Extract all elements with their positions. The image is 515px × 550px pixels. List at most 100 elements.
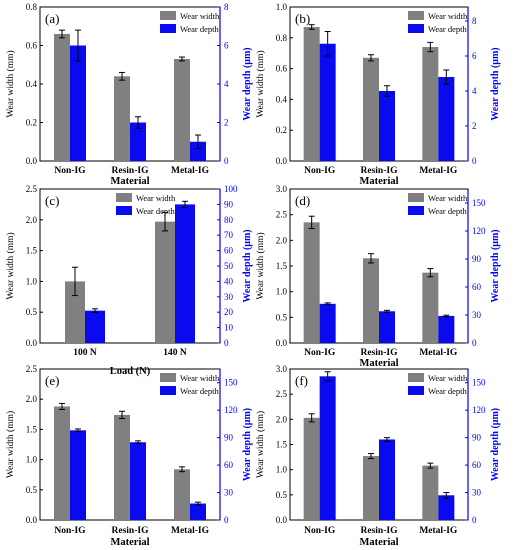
bar-wear-width: [422, 465, 439, 520]
bar-wear-width: [155, 221, 175, 343]
bar-wear-width: [303, 222, 320, 343]
bar-wear-width: [303, 417, 320, 520]
left-tick-label: 0.5: [26, 485, 38, 495]
right-tick-label: 0: [472, 156, 477, 166]
left-tick-label: 1.0: [276, 2, 288, 12]
right-tick-label: 2: [472, 121, 477, 131]
chart-panel-b: 0.0 0.2 0.4 0.6 0.8 1.0 0 2 4 6 8 Non-IG Resin-IG Met…: [255, 2, 501, 187]
left-tick-label: 2.5: [26, 364, 38, 374]
right-tick-label: 6: [224, 41, 229, 51]
left-tick-label: 0.5: [26, 307, 38, 317]
bar-wear-width: [363, 258, 379, 343]
panel-label: (a): [45, 11, 59, 26]
bar-wear-width: [174, 58, 190, 161]
y-axis-label-right: Wear depth (μm): [490, 47, 501, 120]
legend-swatch-wear-width: [408, 193, 424, 202]
y-axis-label-right: Wear depth (μm): [490, 408, 501, 481]
left-tick-label: 1.5: [26, 246, 38, 256]
right-tick-label: 30: [224, 488, 234, 498]
legend-label-wear-width: Wear width: [180, 11, 220, 21]
bar-wear-depth: [438, 315, 455, 343]
left-tick-label: 2.5: [276, 210, 288, 220]
bar-wear-depth: [130, 442, 146, 520]
panel-label: (e): [45, 373, 59, 388]
category-label: Non-IG: [54, 166, 86, 176]
right-tick-label: 4: [224, 79, 229, 89]
bar-wear-depth: [130, 122, 146, 161]
left-tick-label: 2.5: [26, 184, 38, 194]
y-axis-label-left: Wear width (mm): [255, 50, 266, 117]
left-tick-label: 2.0: [26, 215, 38, 225]
legend-label-wear-depth: Wear depth: [428, 24, 467, 34]
panel-label: (b): [295, 11, 310, 26]
left-tick-label: 0.2: [26, 118, 37, 128]
right-tick-label: 60: [472, 282, 482, 292]
right-tick-label: 50: [224, 261, 234, 271]
right-tick-label: 0: [472, 338, 477, 348]
legend-swatch-wear-width: [116, 193, 132, 202]
left-tick-label: 3.0: [276, 184, 288, 194]
bar-wear-depth: [379, 91, 395, 161]
right-tick-label: 30: [472, 310, 482, 320]
x-axis-label: Material: [110, 537, 149, 548]
legend-swatch-wear-width: [160, 373, 176, 382]
category-label: Non-IG: [304, 348, 336, 358]
legend-label-wear-width: Wear width: [180, 373, 220, 383]
right-tick-label: 10: [224, 323, 234, 333]
y-axis-label-left: Wear width (mm): [5, 411, 16, 478]
legend-label-wear-width: Wear width: [428, 11, 468, 21]
category-label: Non-IG: [304, 166, 336, 176]
x-axis-label: Material: [359, 176, 398, 187]
right-tick-label: 8: [224, 2, 229, 12]
bar-wear-width: [303, 27, 320, 161]
category-label: Resin-IG: [112, 526, 150, 536]
category-label: 100 N: [73, 348, 97, 358]
left-tick-label: 1.5: [26, 424, 38, 434]
category-label: Metal-IG: [171, 526, 210, 536]
bar-wear-depth: [379, 439, 395, 520]
left-tick-label: 0.6: [276, 64, 288, 74]
right-tick-label: 120: [472, 226, 486, 236]
category-label: Resin-IG: [361, 166, 399, 176]
right-tick-label: 150: [472, 378, 486, 388]
bar-wear-depth: [438, 77, 455, 161]
right-tick-label: 0: [224, 338, 229, 348]
x-axis-label: Material: [359, 358, 398, 369]
category-label: Metal-IG: [419, 348, 458, 358]
legend-swatch-wear-depth: [160, 386, 176, 395]
right-tick-label: 6: [472, 51, 477, 61]
bar-wear-width: [54, 33, 70, 162]
category-label: Resin-IG: [112, 166, 150, 176]
legend-swatch-wear-depth: [408, 386, 424, 395]
right-tick-label: 40: [224, 276, 234, 286]
bar-wear-depth: [85, 310, 105, 343]
right-tick-label: 150: [472, 198, 486, 208]
legend-label-wear-width: Wear width: [428, 373, 468, 383]
right-tick-label: 90: [472, 254, 482, 264]
y-axis-label-left: Wear width (mm): [255, 232, 266, 299]
left-tick-label: 1.0: [26, 455, 38, 465]
right-tick-label: 90: [224, 433, 234, 443]
right-tick-label: 120: [224, 405, 238, 415]
panel-label: (c): [45, 193, 59, 208]
bar-wear-width: [174, 469, 190, 520]
right-tick-label: 0: [472, 515, 477, 525]
x-axis-label: Material: [359, 537, 398, 548]
left-tick-label: 1.5: [276, 261, 288, 271]
legend-swatch-wear-width: [408, 373, 424, 382]
y-axis-label-right: Wear depth (μm): [490, 229, 501, 302]
bar-wear-width: [114, 414, 130, 520]
left-tick-label: 0.4: [276, 94, 288, 104]
right-tick-label: 60: [472, 460, 482, 470]
right-tick-label: 0: [224, 156, 229, 166]
legend-label-wear-width: Wear width: [428, 193, 468, 203]
right-tick-label: 90: [472, 433, 482, 443]
y-axis-label-right: Wear depth (μm): [242, 229, 253, 302]
left-tick-label: 0.0: [26, 515, 38, 525]
y-axis-label-right: Wear depth (μm): [242, 408, 253, 481]
left-tick-label: 0.0: [276, 515, 288, 525]
bar-wear-depth: [70, 45, 86, 161]
left-tick-label: 2.0: [276, 235, 288, 245]
left-tick-label: 0.0: [276, 338, 288, 348]
bar-wear-width: [422, 47, 439, 161]
